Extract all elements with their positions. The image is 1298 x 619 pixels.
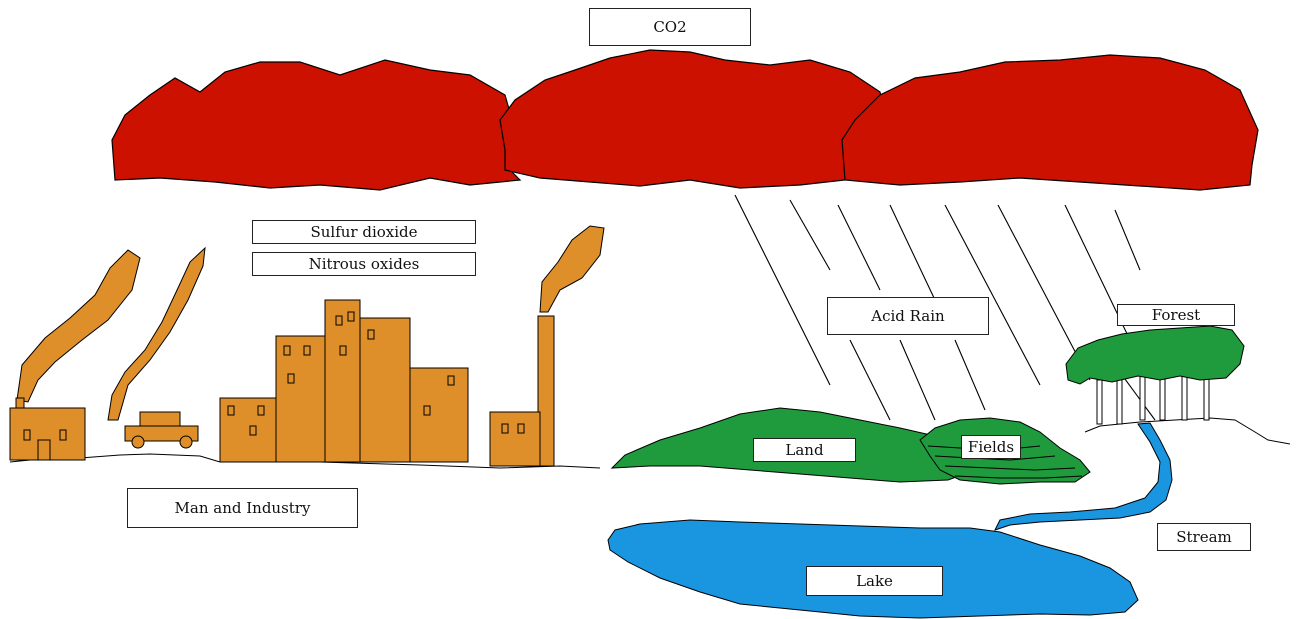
industry: [9, 299, 555, 467]
lake-label: Lake: [806, 566, 943, 596]
car-body: [124, 425, 199, 442]
building-5: [409, 367, 469, 463]
man-and-industry-label: Man and Industry: [127, 488, 358, 528]
forest-trees: [1065, 325, 1245, 425]
sulfur-dioxide-label: Sulfur dioxide: [252, 220, 476, 244]
cloud-right: [841, 54, 1259, 191]
windows: [23, 311, 525, 441]
car-wheel: [131, 435, 145, 449]
building-2: [275, 335, 327, 463]
building-4: [359, 317, 411, 463]
cloud-group: [111, 49, 1259, 191]
nitrous-oxides-label: Nitrous oxides: [252, 252, 476, 276]
forest-label: Forest: [1117, 304, 1235, 326]
factory-building: [489, 411, 541, 467]
car-wheel: [179, 435, 193, 449]
cloud-left: [111, 59, 522, 191]
fields-label: Fields: [961, 435, 1021, 459]
acid-rain-label: Acid Rain: [827, 297, 989, 335]
cloud-middle: [499, 49, 891, 189]
land-label: Land: [753, 438, 856, 462]
smoke-plume-3: [539, 225, 605, 313]
factory-chimney: [537, 315, 555, 467]
car-top: [139, 411, 181, 427]
stream: [994, 422, 1173, 531]
forest-canopy: [1065, 325, 1245, 385]
co2-label: CO2: [589, 8, 751, 46]
terrain-line: [1084, 417, 1291, 445]
house-door: [37, 439, 51, 461]
smoke-plume-2: [107, 246, 206, 421]
smoke-plumes: [16, 225, 605, 421]
stream-label: Stream: [1157, 523, 1251, 551]
acid-rain-streaks: [734, 194, 1156, 421]
smoke-plume-1: [16, 249, 141, 403]
